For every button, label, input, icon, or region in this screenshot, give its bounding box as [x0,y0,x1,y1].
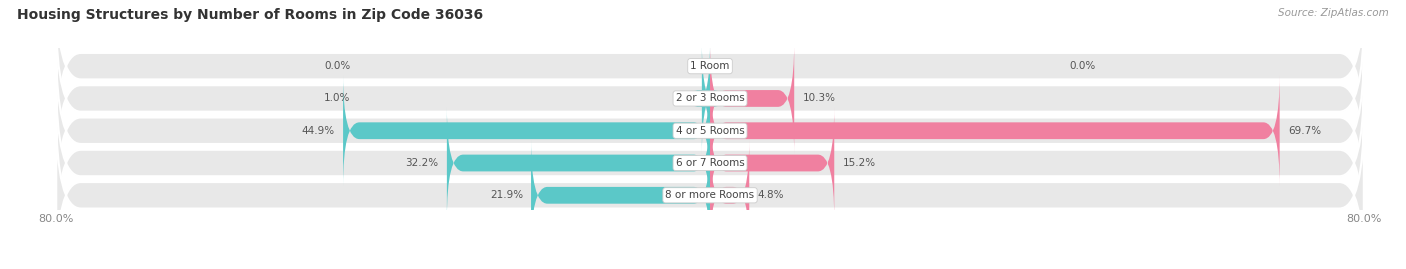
FancyBboxPatch shape [56,15,1364,182]
FancyBboxPatch shape [710,107,834,219]
Text: Housing Structures by Number of Rooms in Zip Code 36036: Housing Structures by Number of Rooms in… [17,8,484,22]
FancyBboxPatch shape [343,75,710,187]
Text: 8 or more Rooms: 8 or more Rooms [665,190,755,200]
FancyBboxPatch shape [56,47,1364,214]
Text: Source: ZipAtlas.com: Source: ZipAtlas.com [1278,8,1389,18]
Text: 0.0%: 0.0% [325,61,350,71]
FancyBboxPatch shape [56,79,1364,247]
FancyBboxPatch shape [710,139,749,252]
Text: 15.2%: 15.2% [842,158,876,168]
FancyBboxPatch shape [531,139,710,252]
FancyBboxPatch shape [56,112,1364,269]
FancyBboxPatch shape [710,75,1279,187]
FancyBboxPatch shape [693,42,718,155]
FancyBboxPatch shape [447,107,710,219]
Text: 4.8%: 4.8% [758,190,785,200]
Text: 10.3%: 10.3% [803,93,835,104]
FancyBboxPatch shape [56,0,1364,150]
Text: 69.7%: 69.7% [1288,126,1322,136]
Text: 0.0%: 0.0% [1070,61,1095,71]
Text: 6 or 7 Rooms: 6 or 7 Rooms [676,158,744,168]
Text: 32.2%: 32.2% [405,158,439,168]
Text: 1 Room: 1 Room [690,61,730,71]
Text: 21.9%: 21.9% [489,190,523,200]
Text: 4 or 5 Rooms: 4 or 5 Rooms [676,126,744,136]
Text: 1.0%: 1.0% [323,93,350,104]
Text: 2 or 3 Rooms: 2 or 3 Rooms [676,93,744,104]
FancyBboxPatch shape [710,42,794,155]
Text: 44.9%: 44.9% [302,126,335,136]
